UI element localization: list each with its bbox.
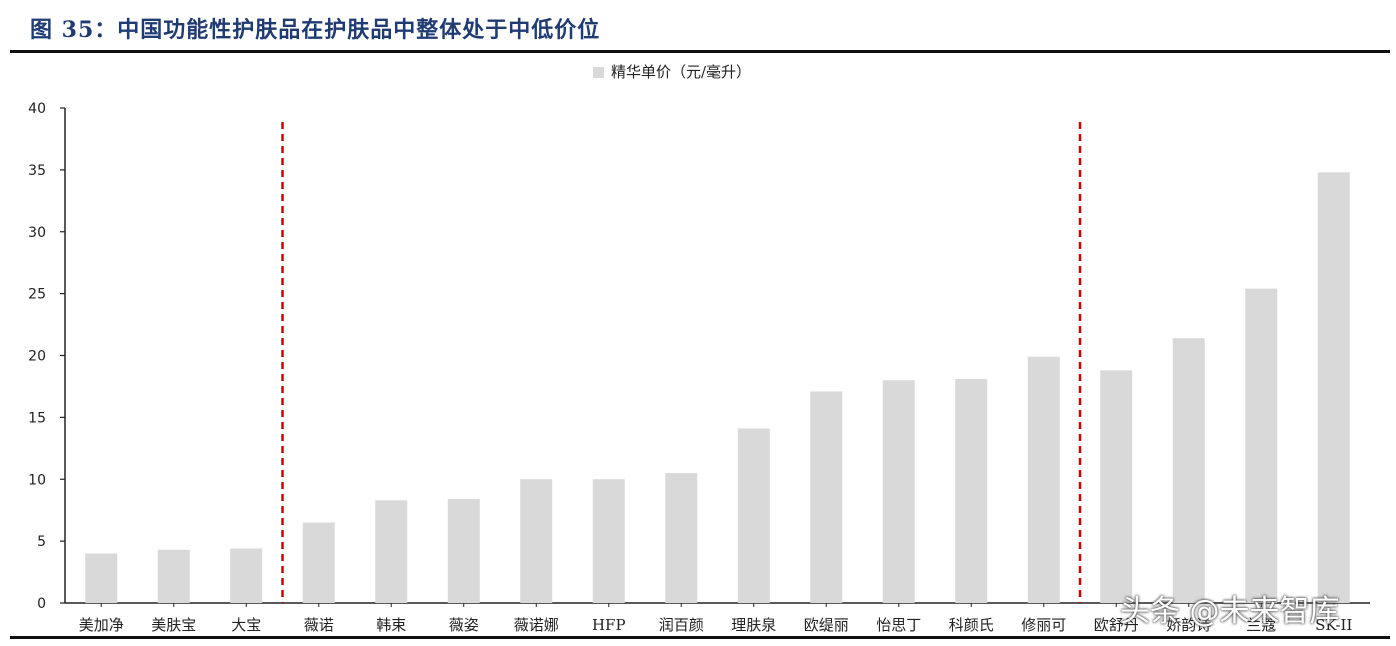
y-tick-label: 0 [37,596,46,612]
watermark: 头条 @未来智库 [1120,594,1340,629]
bar [1245,288,1278,603]
bar [157,549,190,603]
bar [1027,356,1060,603]
x-tick-label: 韩束 [376,616,406,634]
bar [230,548,263,603]
x-tick-label: 欧舒丹 [1094,616,1139,634]
bar [302,522,335,603]
x-tick-label: 润百颜 [659,616,704,634]
bar [1317,172,1350,603]
x-tick-label: 薇诺 [304,616,334,634]
bar [665,473,698,603]
x-tick-label: 美肤宝 [151,616,196,634]
x-tick-label: 科颜氏 [949,616,994,634]
bar [1100,370,1133,603]
bar [520,479,553,603]
bottom-rule [10,636,1390,639]
x-tick-label: 薇姿 [449,616,479,634]
bar [375,500,408,603]
bar [810,391,843,603]
y-tick-label: 30 [28,225,46,241]
x-tick-label: SK-II [1315,616,1352,634]
x-tick-label: 薇诺娜 [514,616,559,634]
bar [955,379,988,603]
x-tick-label: 修丽可 [1021,616,1066,634]
x-tick-label: 娇韵诗 [1166,616,1211,634]
x-tick-label: 理肤泉 [731,616,776,634]
x-tick-label: 欧缇丽 [804,616,849,634]
y-tick-label: 20 [28,349,46,365]
bar [592,479,625,603]
y-tick-label: 10 [28,472,46,488]
y-tick-label: 35 [28,163,46,179]
y-tick-label: 5 [37,534,46,550]
x-tick-label: 大宝 [231,616,261,634]
bar [882,380,915,603]
title-rule [10,50,1390,53]
x-tick-label: 兰蔻 [1246,616,1276,634]
x-tick-label: HFP [592,616,626,634]
y-tick-label: 15 [28,410,46,426]
bar [447,499,480,603]
bar [85,553,118,603]
y-tick-label: 25 [28,287,46,303]
x-tick-label: 美加净 [79,616,124,634]
y-tick-label: 40 [28,101,46,117]
figure-title: 图 35：中国功能性护肤品在护肤品中整体处于中低价位 [30,17,601,43]
bar [737,428,770,603]
legend-swatch [593,67,604,78]
bar [1172,338,1205,603]
x-tick-label: 怡思丁 [876,616,921,634]
legend-label: 精华单价（元/毫升） [611,63,751,81]
